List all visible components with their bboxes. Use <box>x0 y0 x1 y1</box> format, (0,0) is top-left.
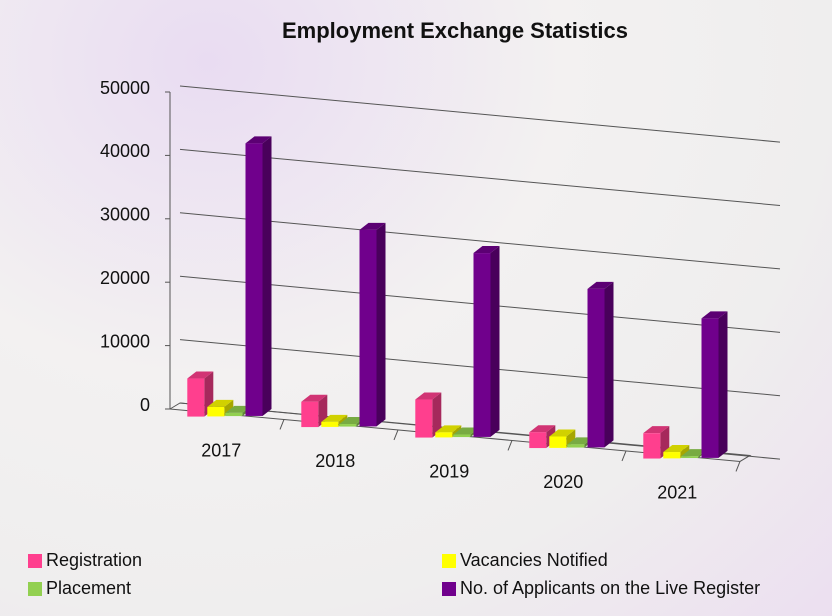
grid-line <box>179 148 781 207</box>
bar <box>549 436 567 448</box>
bar <box>435 432 453 438</box>
bar <box>301 401 319 428</box>
bar <box>187 378 205 417</box>
bar <box>225 412 243 417</box>
bar-side <box>432 392 442 438</box>
x-tick-mark <box>507 440 513 451</box>
bar-side <box>680 445 690 459</box>
bar-top <box>435 425 462 433</box>
legend-swatch <box>442 554 456 568</box>
legend-swatch <box>28 554 42 568</box>
x-tick-mark <box>621 450 627 462</box>
legend-label: Placement <box>46 578 131 598</box>
bar-top <box>225 405 252 413</box>
bar-side <box>262 136 272 416</box>
x-tick-mark <box>279 419 285 430</box>
bar <box>643 433 661 459</box>
legend-label: Vacancies Notified <box>460 550 608 570</box>
bar-top <box>339 417 366 425</box>
bar-top <box>643 426 670 434</box>
x-tick-mark <box>393 429 399 441</box>
bar-side <box>718 311 728 458</box>
bar-side <box>490 246 500 437</box>
x-tick-label: 2019 <box>429 461 469 481</box>
bar <box>681 456 699 459</box>
bar-top <box>321 414 348 422</box>
y-tick-label: 40000 <box>100 141 150 161</box>
y-tick-label: 10000 <box>100 331 150 351</box>
bar <box>339 424 357 427</box>
bar <box>415 399 433 438</box>
bar-side <box>376 222 386 427</box>
bar-top <box>301 394 328 402</box>
bar-top <box>529 425 556 433</box>
bar <box>567 444 585 448</box>
x-tick-label: 2018 <box>315 451 355 471</box>
bar-top <box>453 427 480 435</box>
legend-label: Registration <box>46 550 142 570</box>
x-tick-label: 2017 <box>201 440 241 460</box>
bar <box>207 406 225 417</box>
bar-top <box>473 246 500 254</box>
bar-top <box>359 222 386 230</box>
y-tick-label: 20000 <box>100 268 150 288</box>
bar <box>245 143 263 416</box>
bar-top <box>663 445 690 453</box>
bar-top <box>701 311 728 319</box>
bar-top <box>549 429 576 437</box>
bar <box>587 288 605 448</box>
bar-top <box>681 449 708 457</box>
x-tick-label: 2020 <box>543 472 583 492</box>
x-tick-label: 2021 <box>657 482 697 502</box>
x-tick-mark <box>735 461 741 472</box>
chart-title: Employment Exchange Statistics <box>282 18 628 43</box>
bar-side <box>604 281 614 448</box>
bar-side <box>566 429 576 448</box>
bar-top <box>245 136 272 144</box>
legend-swatch <box>442 582 456 596</box>
bar-top <box>187 371 214 379</box>
bar <box>701 318 719 458</box>
bar <box>663 452 681 459</box>
bar <box>473 253 491 437</box>
y-tick-label: 50000 <box>100 78 150 98</box>
legend-swatch <box>28 582 42 596</box>
bar <box>453 434 471 438</box>
bar-top <box>207 399 234 407</box>
bar-top <box>567 437 594 445</box>
grid-line <box>179 212 781 270</box>
bar <box>321 421 339 427</box>
bar <box>529 432 547 449</box>
legend-label: No. of Applicants on the Live Register <box>460 578 760 598</box>
y-tick-label: 30000 <box>100 205 150 225</box>
bar-top <box>587 281 614 289</box>
grid-line <box>179 85 781 143</box>
bar <box>359 229 377 427</box>
bar-top <box>415 392 442 400</box>
y-tick-label: 0 <box>140 395 150 415</box>
